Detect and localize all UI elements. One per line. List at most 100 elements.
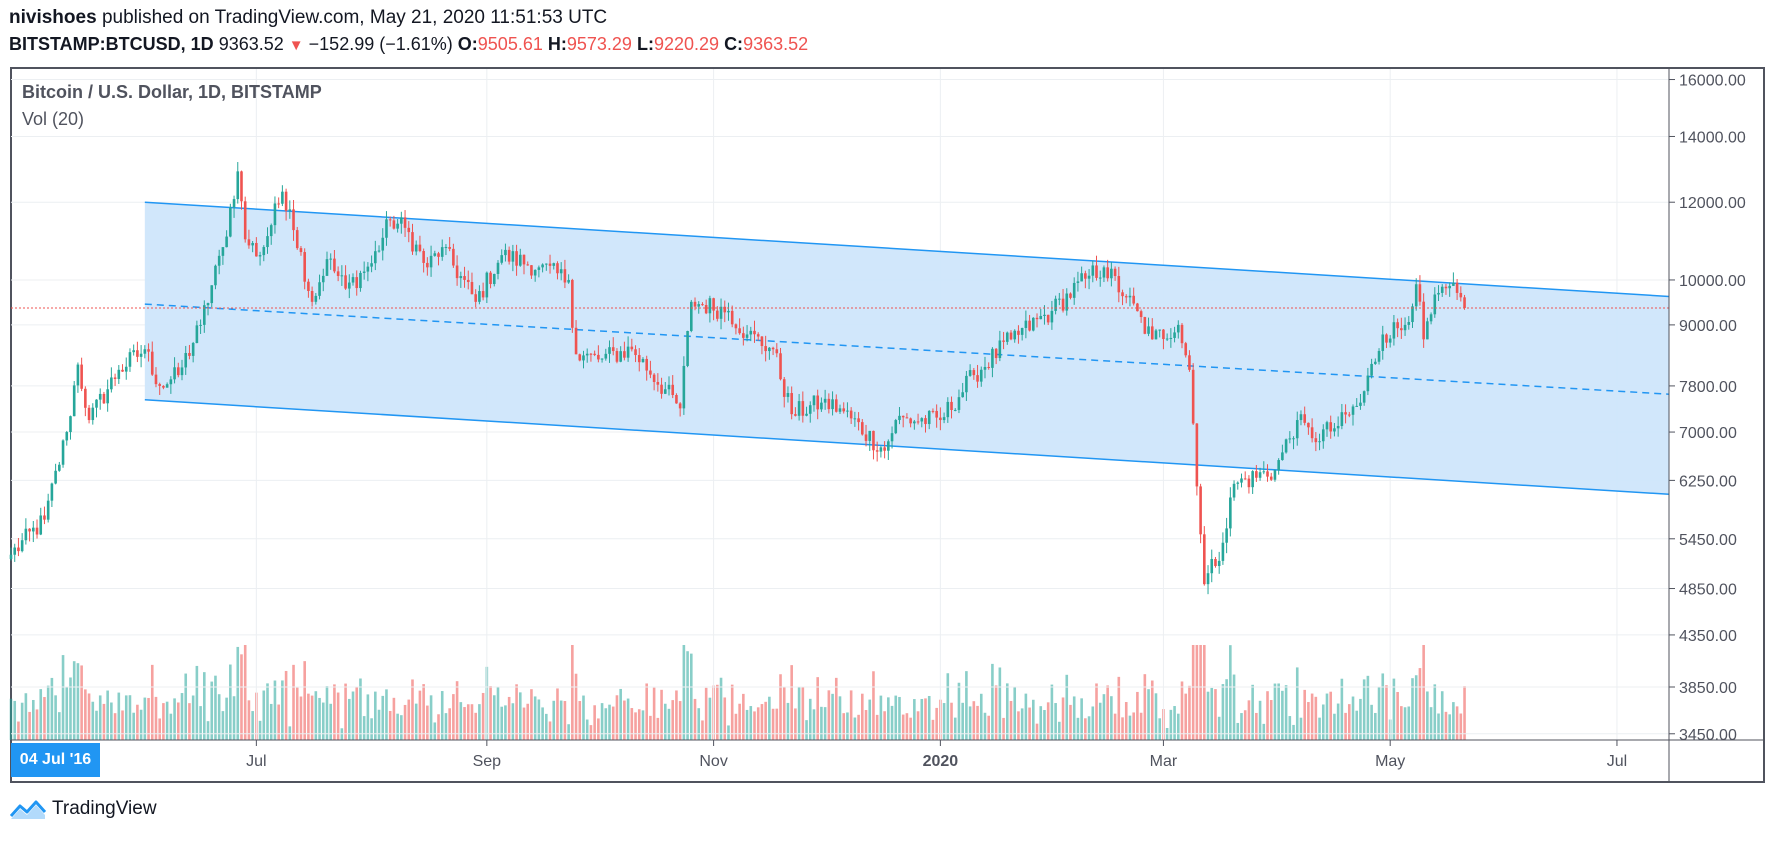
volume-bar bbox=[730, 684, 734, 740]
volume-bar bbox=[1121, 717, 1124, 740]
volume-bar bbox=[894, 695, 898, 740]
candle-body bbox=[136, 350, 139, 357]
price-chart[interactable]: 16000.00 14000.00 12000.00 10000.00 9000.00 7… bbox=[0, 0, 1775, 790]
volume-bar bbox=[998, 667, 1002, 740]
candle-body bbox=[1347, 414, 1351, 416]
candle-body bbox=[54, 470, 57, 484]
volume-bar bbox=[1214, 689, 1217, 740]
candle-body bbox=[1050, 310, 1054, 323]
candle-body bbox=[1180, 324, 1184, 344]
candle-body bbox=[325, 259, 329, 276]
volume-bar bbox=[310, 695, 314, 740]
candle-body bbox=[355, 277, 359, 289]
volume-bar bbox=[693, 698, 697, 740]
volume-bar bbox=[1132, 712, 1135, 740]
candle-body bbox=[1165, 338, 1169, 340]
volume-bar bbox=[50, 677, 54, 740]
volume-bar bbox=[1359, 698, 1362, 740]
candle-body bbox=[972, 370, 976, 376]
candle-body bbox=[1236, 482, 1240, 484]
candle-body bbox=[1058, 298, 1061, 300]
candle-body bbox=[615, 351, 619, 362]
volume-bar bbox=[1381, 673, 1385, 740]
candle-body bbox=[890, 433, 894, 442]
candle-body bbox=[701, 304, 704, 306]
volume-bar bbox=[987, 715, 991, 740]
open-label: O: bbox=[457, 34, 478, 54]
candle-body bbox=[236, 171, 240, 200]
candle-body bbox=[738, 328, 741, 334]
volume-bar bbox=[567, 724, 570, 740]
volume-bar bbox=[518, 692, 522, 740]
volume-bar bbox=[820, 706, 823, 740]
volume-bar bbox=[266, 683, 269, 740]
volume-bar bbox=[273, 680, 277, 740]
volume-bar bbox=[1407, 706, 1411, 740]
volume-bar bbox=[637, 709, 641, 740]
volume-bar bbox=[823, 707, 827, 740]
chart-frame[interactable] bbox=[10, 67, 1765, 783]
volume-bar bbox=[727, 725, 730, 740]
candle-body bbox=[608, 347, 611, 354]
candle-body bbox=[1117, 276, 1121, 293]
volume-bar bbox=[325, 686, 329, 740]
volume-bar bbox=[675, 690, 678, 740]
volume-bar bbox=[1106, 685, 1109, 740]
candle-body bbox=[113, 377, 117, 379]
candle-body bbox=[1214, 559, 1217, 567]
candle-body bbox=[210, 285, 214, 304]
volume-bar bbox=[1032, 699, 1035, 740]
candle-body bbox=[336, 271, 340, 276]
candle-body bbox=[552, 263, 556, 266]
candle-body bbox=[1422, 301, 1425, 340]
candle-body bbox=[143, 349, 147, 354]
volume-bar bbox=[162, 703, 165, 740]
candle-body bbox=[1024, 320, 1028, 328]
candle-body bbox=[243, 201, 247, 240]
volume-bar bbox=[1377, 687, 1381, 740]
x-tick-label: Nov bbox=[699, 753, 727, 770]
volume-bar bbox=[1158, 718, 1162, 740]
candle-body bbox=[1110, 268, 1113, 279]
volume-bar bbox=[946, 673, 950, 740]
volume-bar bbox=[362, 716, 366, 740]
volume-bar bbox=[559, 700, 563, 740]
candle-body bbox=[1195, 423, 1199, 487]
volume-bar bbox=[9, 698, 13, 740]
candle-body bbox=[347, 282, 351, 289]
candle-body bbox=[124, 366, 128, 372]
volume-bar bbox=[775, 708, 779, 740]
candle-body bbox=[511, 251, 515, 262]
candle-body bbox=[58, 464, 61, 471]
legend-title[interactable]: Bitcoin / U.S. Dollar, 1D, BITSTAMP bbox=[22, 82, 322, 102]
candle-body bbox=[1321, 429, 1325, 442]
candle-body bbox=[87, 407, 91, 421]
volume-bar bbox=[511, 703, 515, 740]
candle-body bbox=[1251, 471, 1254, 488]
volume-bar bbox=[396, 713, 399, 740]
volume-bar bbox=[1385, 685, 1388, 740]
volume-bar bbox=[1069, 704, 1072, 740]
channel-lower-line bbox=[144, 399, 1670, 496]
candle-body bbox=[46, 500, 50, 520]
candle-body bbox=[1303, 414, 1306, 423]
y-tick-label: 10000.00 bbox=[1679, 273, 1746, 290]
volume-bar bbox=[206, 721, 210, 740]
candle-body bbox=[35, 527, 39, 535]
volume-bar bbox=[113, 713, 117, 740]
candle-body bbox=[377, 250, 381, 252]
volume-bar bbox=[98, 695, 102, 740]
candle-body bbox=[388, 219, 392, 221]
volume-bar bbox=[80, 665, 83, 740]
candle-body bbox=[1191, 369, 1195, 424]
legend-volume[interactable]: Vol (20) bbox=[22, 109, 85, 129]
candle-body bbox=[95, 399, 98, 408]
y-tick-label: 4350.00 bbox=[1679, 628, 1737, 645]
volume-bar bbox=[734, 713, 738, 740]
candle-body bbox=[979, 369, 983, 382]
candle-body bbox=[604, 353, 608, 359]
volume-bar bbox=[347, 698, 351, 740]
footer-brand[interactable]: TradingView bbox=[52, 798, 157, 819]
author-name[interactable]: nivishoes bbox=[9, 7, 97, 28]
volume-bar bbox=[1017, 711, 1020, 740]
